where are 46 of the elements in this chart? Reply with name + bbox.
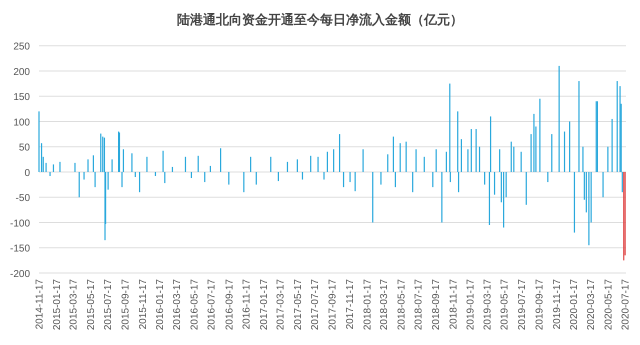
x-tick-label: 2019-01-17 <box>466 278 477 330</box>
x-tick-label: 2018-01-17 <box>362 278 374 330</box>
y-tick-label: -100 <box>10 218 30 230</box>
y-tick-label: -150 <box>10 244 30 255</box>
x-tick-label: 2017-11-17 <box>345 278 356 330</box>
x-tick-label: 2016-11-17 <box>242 278 253 330</box>
chart-title: 陆港通北向资金开通至今每日净流入金额（亿元） <box>177 12 463 27</box>
x-tick-label: 2016-01-17 <box>155 278 166 330</box>
x-tick-label: 2017-01-17 <box>258 278 270 330</box>
x-tick-label: 2015-09-17 <box>120 278 132 330</box>
x-tick-label: 2019-09-17 <box>534 278 546 330</box>
x-tick-label: 2020-03-17 <box>586 278 598 330</box>
y-tick-label: 150 <box>13 92 30 104</box>
x-tick-label: 2015-05-17 <box>86 278 97 330</box>
x-tick-label: 2015-01-17 <box>52 278 63 330</box>
y-tick-label: 50 <box>18 142 30 154</box>
x-tick-label: 2019-11-17 <box>552 278 563 330</box>
x-tick-label: 2018-09-17 <box>431 278 442 330</box>
x-tick-label: 2020-07-17 <box>620 278 632 330</box>
x-tick-label: 2017-07-17 <box>310 278 322 330</box>
y-tick-label: 250 <box>13 42 30 53</box>
y-tick-label: 0 <box>24 168 30 179</box>
x-tick-label: 2019-07-17 <box>516 278 528 330</box>
x-tick-label: 2016-03-17 <box>172 278 184 330</box>
x-tick-label: 2014-11-17 <box>34 278 46 330</box>
x-tick-label: 2016-07-17 <box>206 278 218 330</box>
x-tick-label: 2019-05-17 <box>500 278 511 330</box>
x-tick-label: 2016-09-17 <box>224 278 236 330</box>
x-tick-label: 2017-03-17 <box>276 278 287 330</box>
y-tick-label: -50 <box>16 193 30 204</box>
x-tick-label: 2015-07-17 <box>103 278 114 330</box>
x-tick-label: 2017-09-17 <box>328 278 339 330</box>
y-tick-label: 100 <box>13 117 30 128</box>
x-tick-label: 2020-01-17 <box>569 278 580 330</box>
x-tick-label: 2016-05-17 <box>189 278 200 330</box>
x-tick-label: 2018-11-17 <box>448 278 460 330</box>
x-tick-label: 2020-05-17 <box>603 278 614 330</box>
x-tick-label: 2015-03-17 <box>68 278 80 330</box>
x-tick-label: 2018-03-17 <box>378 278 390 330</box>
y-tick-label: 200 <box>13 66 30 78</box>
y-tick-label: -200 <box>10 269 30 280</box>
x-tick-label: 2015-11-17 <box>138 278 149 330</box>
x-tick-label: 2018-07-17 <box>414 278 425 330</box>
x-tick-label: 2019-03-17 <box>482 278 494 330</box>
x-tick-label: 2017-05-17 <box>292 278 304 330</box>
x-tick-label: 2018-05-17 <box>396 278 408 330</box>
